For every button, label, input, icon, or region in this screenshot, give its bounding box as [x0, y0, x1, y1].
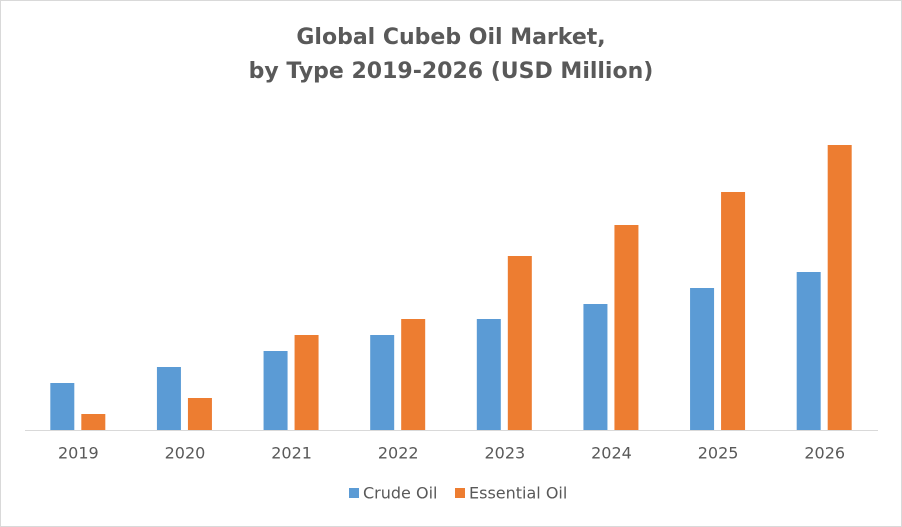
legend-swatch — [455, 488, 465, 498]
x-tick-label: 2022 — [378, 444, 419, 463]
bar — [294, 335, 319, 430]
x-tick-label: 2024 — [591, 444, 632, 463]
chart-title: by Type 2019-2026 (USD Million) — [249, 59, 654, 84]
chart-title: Global Cubeb Oil Market, — [296, 25, 605, 50]
bar — [827, 145, 852, 430]
legend-label: Essential Oil — [469, 484, 567, 503]
bar — [614, 225, 639, 430]
bar — [156, 367, 181, 430]
bar — [263, 351, 288, 430]
bar — [50, 383, 75, 430]
bar — [187, 398, 212, 430]
x-tick-label: 2026 — [804, 444, 845, 463]
bar — [81, 414, 106, 430]
bar — [370, 335, 395, 430]
bar — [796, 272, 821, 430]
bar — [401, 319, 426, 430]
x-tick-label: 2021 — [271, 444, 312, 463]
x-tick-label: 2019 — [58, 444, 99, 463]
x-tick-label: 2023 — [484, 444, 525, 463]
x-tick-label: 2025 — [698, 444, 739, 463]
bar — [583, 304, 608, 430]
legend-swatch — [349, 488, 359, 498]
x-tick-label: 2020 — [165, 444, 206, 463]
bar — [507, 256, 532, 430]
bar — [476, 319, 501, 430]
bar — [721, 192, 746, 430]
legend-label: Crude Oil — [363, 484, 437, 503]
bar — [690, 288, 715, 430]
